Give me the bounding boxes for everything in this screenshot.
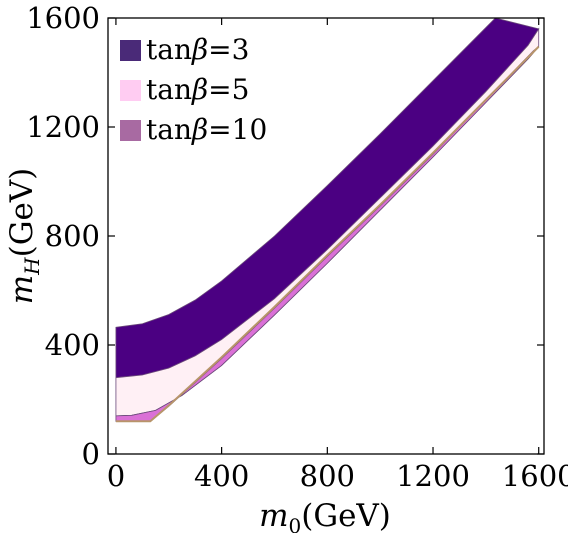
x-tick-label: 1600 bbox=[502, 459, 568, 493]
x-tick-label: 400 bbox=[194, 459, 249, 493]
y-tick-label: 1200 bbox=[26, 110, 100, 144]
x-ticks: 0 400 800 1200 1600 bbox=[107, 18, 568, 493]
legend-swatch-1 bbox=[120, 40, 141, 61]
boundary-line bbox=[115, 45, 540, 423]
legend-label-2: tanβ=5 bbox=[146, 73, 249, 106]
legend: tanβ=3 tanβ=5 tanβ=10 bbox=[120, 33, 267, 146]
y-tick-label: 800 bbox=[45, 219, 100, 253]
band-series-1 bbox=[115, 18, 540, 379]
y-tick-label: 1600 bbox=[26, 1, 100, 35]
y-tick-label: 400 bbox=[45, 328, 100, 362]
x-tick-label: 0 bbox=[107, 459, 125, 493]
y-axis-label: mH(GeV) bbox=[4, 168, 44, 305]
x-tick-label: 1200 bbox=[396, 459, 470, 493]
legend-swatch-3 bbox=[120, 120, 141, 141]
y-ticks: 0 400 800 1200 1600 bbox=[26, 1, 544, 471]
legend-label-1: tanβ=3 bbox=[146, 33, 249, 66]
x-tick-label: 800 bbox=[300, 459, 355, 493]
legend-label-3: tanβ=10 bbox=[146, 113, 267, 146]
legend-swatch-2 bbox=[120, 80, 141, 101]
x-axis-label: m0(GeV) bbox=[259, 498, 391, 533]
boundary bbox=[115, 45, 540, 423]
y-tick-label: 0 bbox=[82, 437, 100, 471]
